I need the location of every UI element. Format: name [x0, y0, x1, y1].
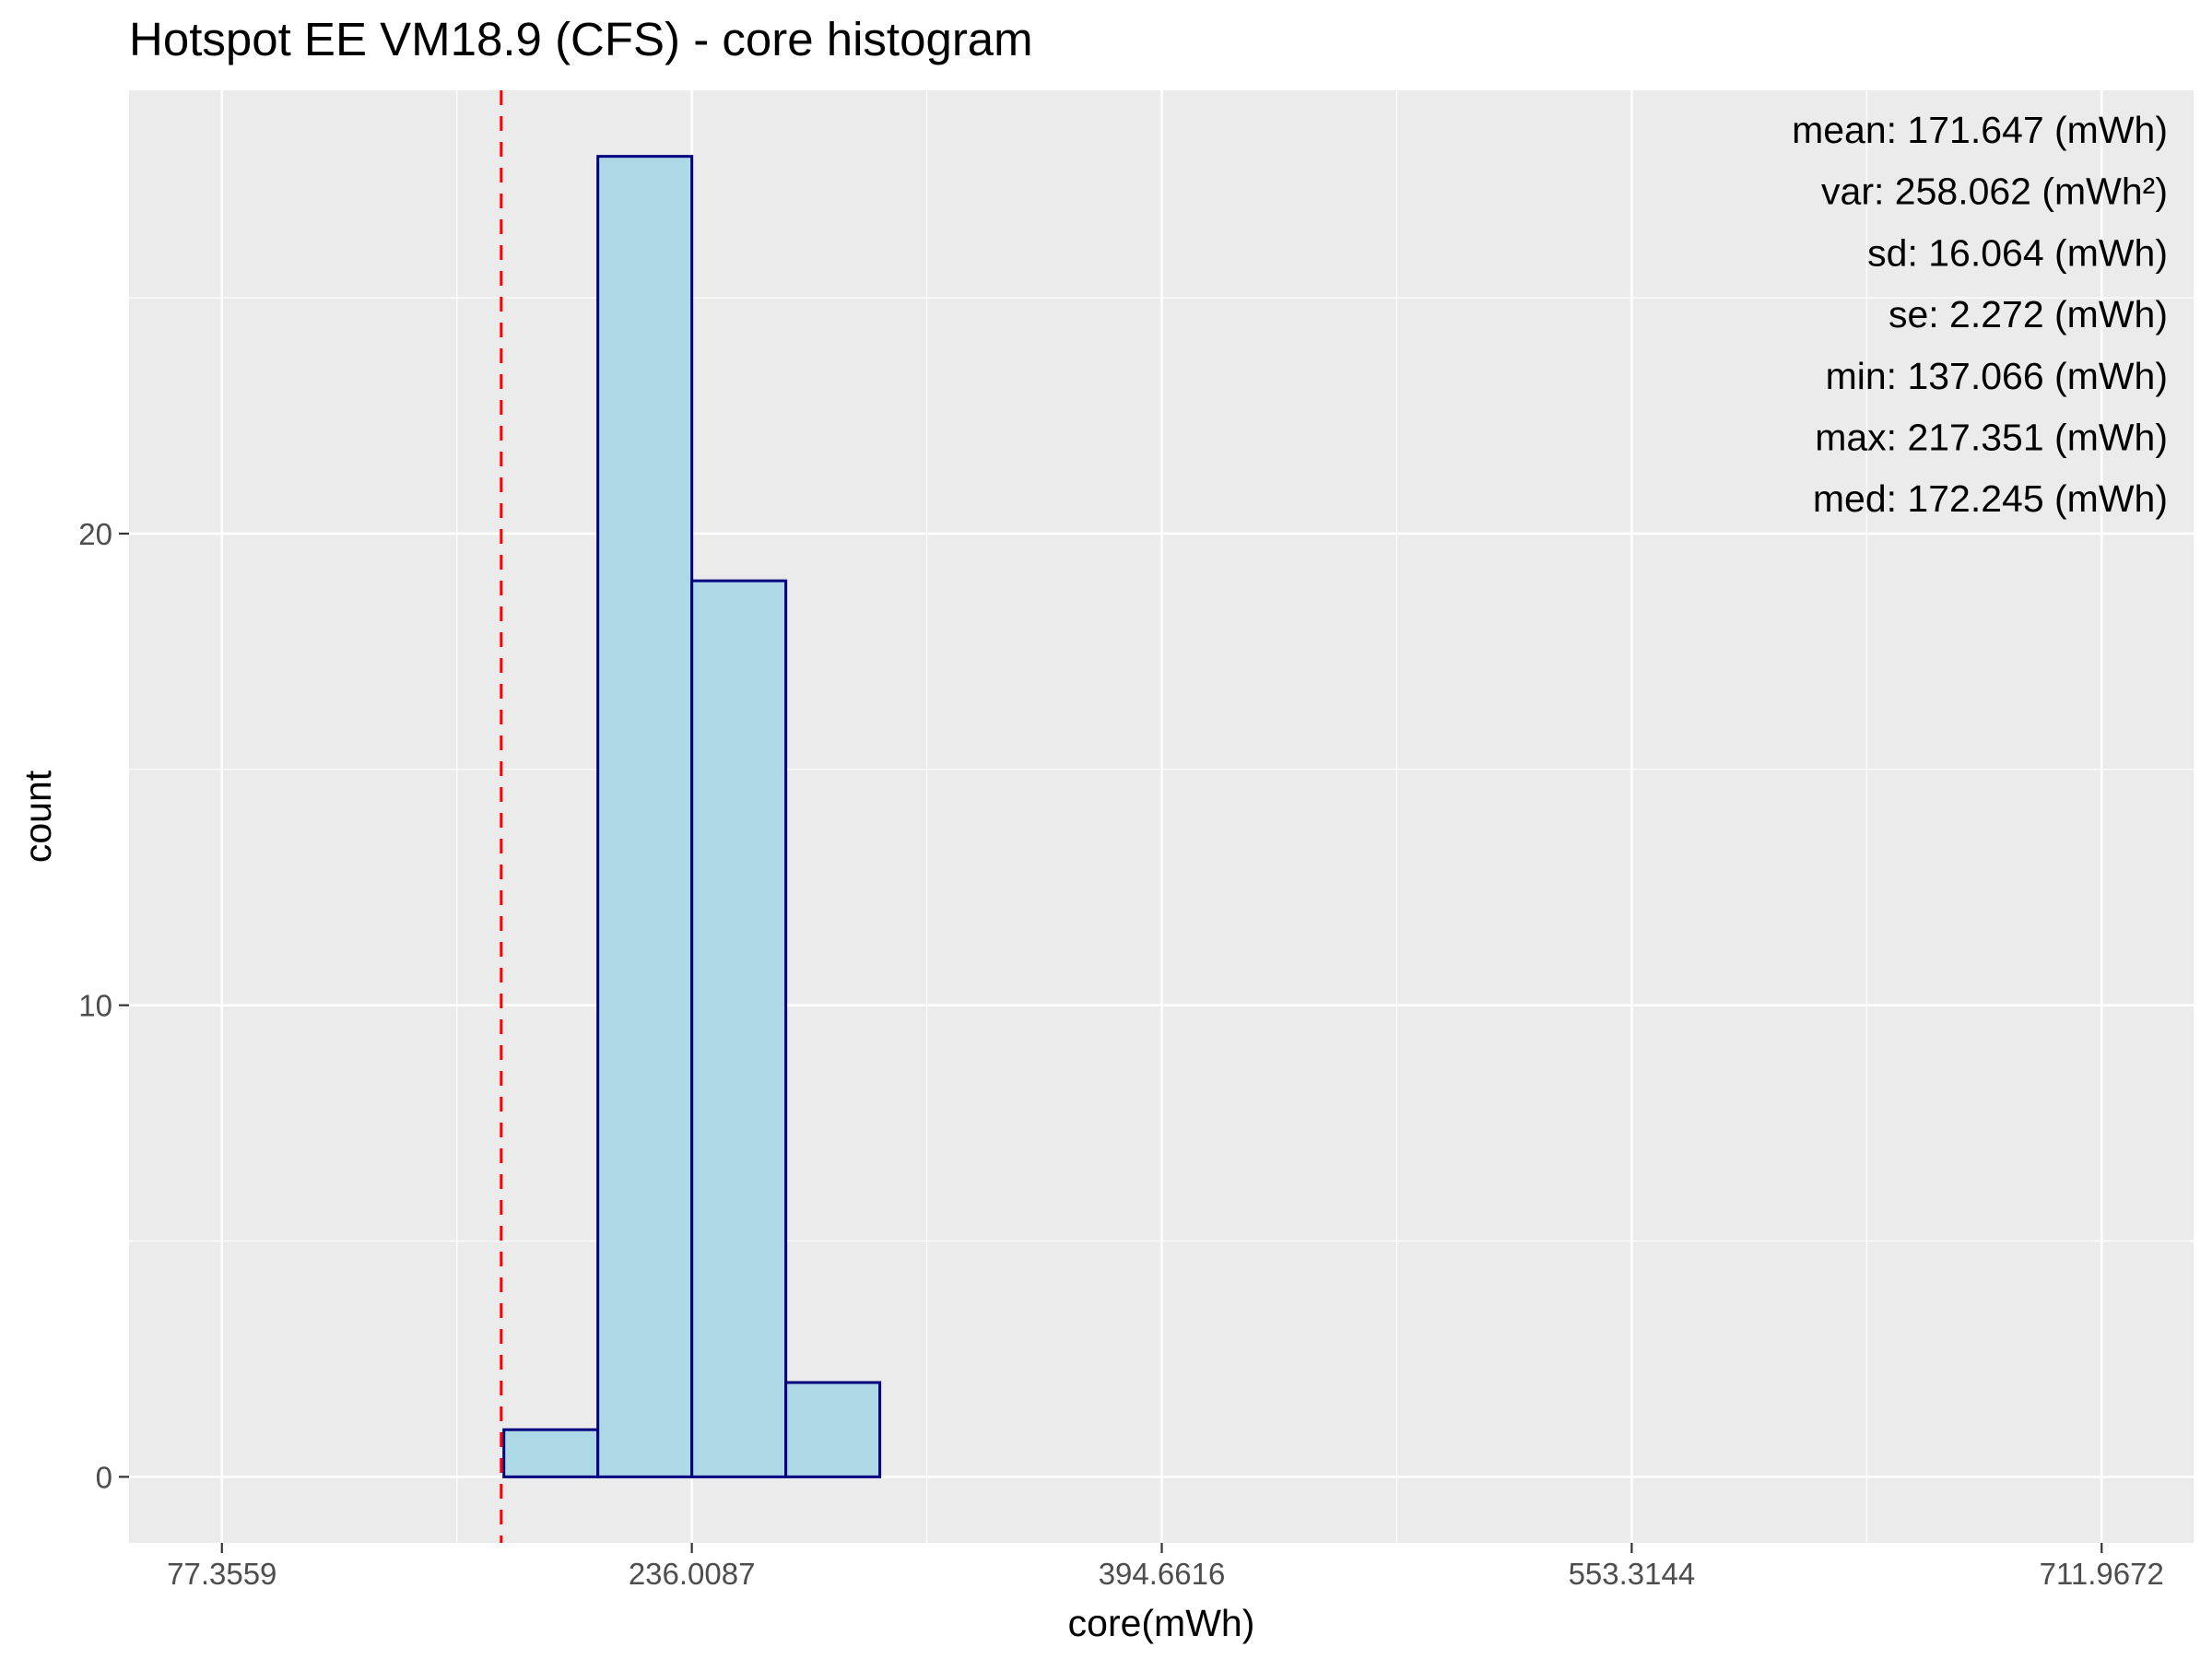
x-axis: 77.3559 236.0087 394.6616 553.3144 711.9672: [167, 1543, 2164, 1591]
histogram-bar: [596, 155, 694, 1478]
y-tick-label: 10: [78, 989, 112, 1023]
histogram-bar: [502, 1428, 600, 1478]
stat-line: max: 217.351 (mWh): [1815, 417, 2168, 459]
x-tick-label: 77.3559: [167, 1557, 276, 1591]
stat-line: var: 258.062 (mWh²): [1821, 171, 2168, 213]
x-tick-label: 394.6616: [1099, 1557, 1226, 1591]
stat-line: min: 137.066 (mWh): [1826, 355, 2168, 397]
summary-stats: mean: 171.647 (mWh) var: 258.062 (mWh²) sd…: [1792, 109, 2168, 520]
y-axis: 0 10 20: [78, 517, 129, 1494]
y-tick-label: 0: [96, 1460, 112, 1494]
x-axis-title: core(mWh): [1068, 1602, 1255, 1644]
histogram-bars: [502, 155, 882, 1478]
histogram-bar: [690, 579, 788, 1478]
x-tick-label: 711.9672: [2040, 1557, 2164, 1591]
y-tick-label: 20: [78, 517, 112, 551]
histogram-bar: [784, 1381, 882, 1478]
stat-line: sd: 16.064 (mWh): [1867, 231, 2168, 274]
x-tick-label: 236.0087: [629, 1557, 756, 1591]
stat-line: se: 2.272 (mWh): [1888, 293, 2168, 335]
y-axis-title: count: [17, 770, 59, 863]
x-tick-label: 553.3144: [1569, 1557, 1696, 1591]
stat-line: med: 172.245 (mWh): [1813, 477, 2168, 520]
chart-title: Hotspot EE VM18.9 (CFS) - core histogram: [129, 13, 1033, 65]
stat-line: mean: 171.647 (mWh): [1792, 109, 2168, 151]
